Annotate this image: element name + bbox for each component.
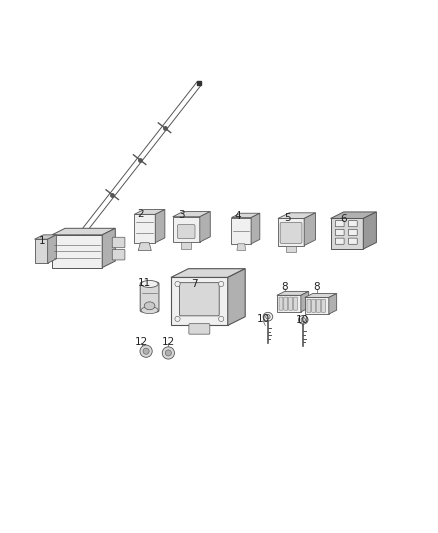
Polygon shape (138, 243, 151, 251)
FancyBboxPatch shape (177, 224, 195, 239)
Polygon shape (231, 213, 260, 217)
Polygon shape (171, 269, 245, 277)
Polygon shape (305, 294, 337, 297)
Circle shape (143, 348, 149, 354)
Polygon shape (134, 209, 165, 214)
Polygon shape (231, 217, 251, 244)
Text: 12: 12 (134, 337, 148, 346)
Polygon shape (173, 212, 210, 217)
Circle shape (165, 350, 171, 356)
Text: 10: 10 (257, 314, 270, 324)
Polygon shape (286, 246, 296, 252)
Circle shape (219, 281, 224, 287)
FancyBboxPatch shape (349, 229, 357, 236)
Polygon shape (301, 292, 309, 312)
Polygon shape (200, 212, 210, 242)
FancyBboxPatch shape (336, 229, 344, 236)
Circle shape (140, 345, 152, 357)
FancyBboxPatch shape (112, 237, 125, 248)
Circle shape (175, 316, 180, 321)
Circle shape (219, 316, 224, 321)
Text: 4: 4 (234, 211, 241, 221)
Text: 11: 11 (138, 278, 152, 288)
Polygon shape (237, 244, 246, 251)
Polygon shape (304, 213, 315, 246)
Text: 8: 8 (314, 282, 320, 292)
Text: 8: 8 (282, 282, 288, 292)
Polygon shape (331, 212, 376, 219)
Polygon shape (171, 277, 228, 326)
Polygon shape (102, 228, 115, 268)
FancyBboxPatch shape (284, 297, 288, 310)
Circle shape (162, 347, 174, 359)
Polygon shape (155, 209, 165, 243)
Text: 7: 7 (191, 279, 198, 289)
FancyBboxPatch shape (189, 324, 210, 334)
Polygon shape (228, 269, 245, 326)
FancyBboxPatch shape (279, 297, 283, 310)
Polygon shape (305, 297, 329, 314)
Ellipse shape (144, 302, 155, 310)
Text: 6: 6 (340, 214, 347, 224)
Text: 3: 3 (179, 210, 185, 220)
Polygon shape (173, 217, 200, 242)
Polygon shape (181, 242, 191, 248)
FancyBboxPatch shape (349, 221, 357, 227)
FancyBboxPatch shape (317, 299, 321, 312)
FancyBboxPatch shape (336, 238, 344, 244)
Text: 2: 2 (138, 209, 144, 219)
Text: 12: 12 (162, 337, 175, 346)
Text: 1: 1 (39, 236, 46, 246)
Polygon shape (278, 219, 304, 246)
FancyBboxPatch shape (293, 297, 297, 310)
FancyBboxPatch shape (140, 282, 159, 312)
Polygon shape (331, 219, 363, 249)
Text: 10: 10 (295, 315, 308, 325)
FancyBboxPatch shape (280, 222, 302, 244)
FancyBboxPatch shape (289, 297, 293, 310)
Polygon shape (52, 235, 102, 268)
FancyBboxPatch shape (321, 299, 325, 312)
Polygon shape (329, 294, 337, 314)
Polygon shape (277, 295, 301, 312)
FancyBboxPatch shape (312, 299, 316, 312)
FancyBboxPatch shape (112, 249, 125, 260)
Circle shape (301, 318, 305, 322)
Polygon shape (277, 292, 309, 295)
Circle shape (266, 314, 270, 319)
FancyBboxPatch shape (307, 299, 311, 312)
Polygon shape (363, 212, 376, 249)
Text: 5: 5 (284, 213, 291, 223)
Polygon shape (251, 213, 260, 244)
Polygon shape (48, 235, 57, 263)
Ellipse shape (298, 316, 308, 324)
Circle shape (175, 281, 180, 287)
Polygon shape (278, 213, 315, 219)
FancyBboxPatch shape (349, 238, 357, 244)
FancyBboxPatch shape (336, 221, 344, 227)
FancyBboxPatch shape (180, 282, 219, 316)
Polygon shape (134, 214, 155, 243)
Polygon shape (35, 239, 48, 263)
Ellipse shape (141, 306, 158, 313)
Polygon shape (35, 235, 57, 239)
Polygon shape (52, 228, 115, 235)
Ellipse shape (141, 280, 158, 287)
Ellipse shape (263, 312, 273, 321)
